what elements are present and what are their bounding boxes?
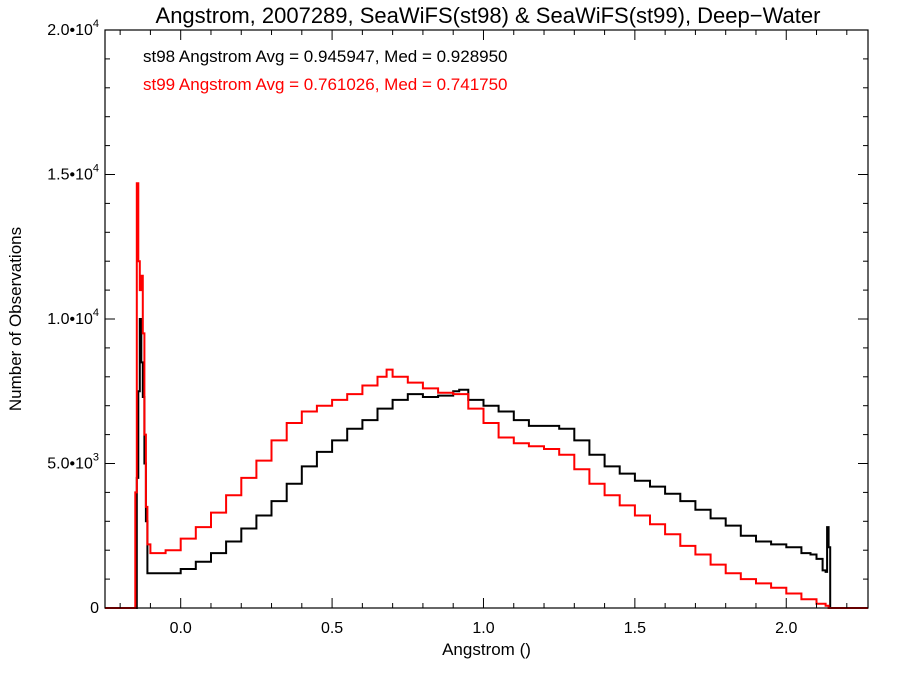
- y-tick-base: 1.0•10: [47, 311, 93, 328]
- y-tick-label: 2.0•104: [47, 18, 99, 39]
- y-tick-exponent: 3: [93, 452, 99, 464]
- y-tick-label: 1.5•104: [47, 163, 99, 184]
- x-axis: 0.0 0.5 1.0 1.5 2.0: [119, 30, 848, 637]
- x-tick-label: 1.5: [624, 620, 646, 637]
- y-tick-exponent: 4: [93, 163, 99, 175]
- y-tick-base: 0: [90, 600, 99, 617]
- series-1-line: [105, 318, 868, 609]
- y-tick-label: 0: [90, 600, 99, 617]
- chart-title: Angstrom, 2007289, SeaWiFS(st98) & SeaWi…: [156, 3, 821, 28]
- x-tick-label: 2.0: [775, 620, 797, 637]
- stat-annotation-2: st99 Angstrom Avg = 0.761026, Med = 0.74…: [143, 75, 508, 94]
- y-tick-base: 5.0•10: [47, 456, 93, 473]
- x-tick-label: 0.0: [170, 620, 192, 637]
- x-tick-label: 0.5: [321, 620, 343, 637]
- x-tick-label: 1.0: [472, 620, 494, 637]
- plot-frame: [104, 29, 869, 609]
- annotations: st98 Angstrom Avg = 0.945947, Med = 0.92…: [143, 47, 508, 94]
- y-tick-label: 1.0•104: [47, 307, 99, 328]
- x-axis-label: Angstrom (): [442, 640, 531, 659]
- y-axis-label: Number of Observations: [6, 227, 25, 411]
- series-layer: [105, 182, 868, 609]
- y-tick-base: 1.5•10: [47, 167, 93, 184]
- y-tick-label: 5.0•103: [47, 452, 99, 473]
- y-tick-exponent: 4: [93, 307, 99, 319]
- series-2-line: [105, 182, 868, 609]
- y-tick-exponent: 4: [93, 18, 99, 30]
- y-tick-base: 2.0•10: [47, 22, 93, 39]
- stat-annotation-1: st98 Angstrom Avg = 0.945947, Med = 0.92…: [143, 47, 508, 66]
